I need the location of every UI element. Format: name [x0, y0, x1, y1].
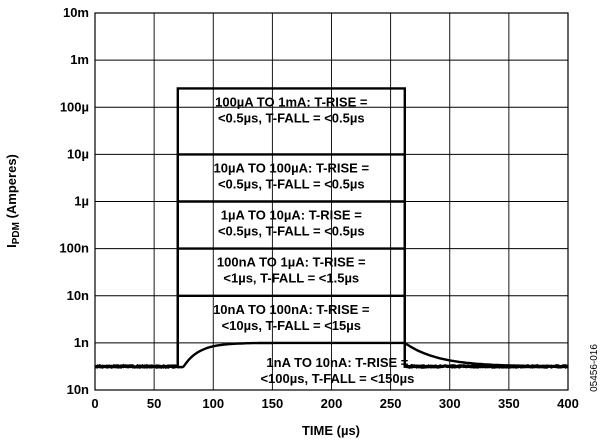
- series-annotation: <1µs, T-FALL = <1.5µs: [223, 271, 359, 286]
- y-tick-label: 100n: [59, 241, 89, 256]
- series-annotation: 10nA TO 100nA: T-RISE =: [213, 302, 370, 317]
- x-tick-label: 250: [380, 396, 402, 411]
- x-tick-label: 400: [557, 396, 579, 411]
- x-tick-labels: 0 50 100 150 200 250 300 350 400: [91, 396, 578, 411]
- x-tick-label: 300: [439, 396, 461, 411]
- series-trace: [94, 341, 568, 370]
- y-axis-label-base: I: [4, 244, 19, 248]
- x-tick-label: 50: [147, 396, 161, 411]
- x-tick-label: 100: [202, 396, 224, 411]
- series-annotation: 10µA TO 100µA: T-RISE =: [214, 160, 370, 175]
- x-tick-label: 0: [91, 396, 98, 411]
- series-annotation: <10µs, T-FALL = <15µs: [222, 318, 361, 333]
- y-tick-label: 10µ: [67, 146, 89, 161]
- series-annotation: 1µA TO 10µA: T-RISE =: [221, 208, 362, 223]
- y-tick-label: 1µ: [74, 194, 89, 209]
- series-annotation: <0.5µs, T-FALL = <0.5µs: [218, 224, 365, 239]
- figure-id: 05456-016: [589, 344, 600, 392]
- series-annotation: <100µs, T-FALL = <150µs: [260, 371, 414, 386]
- y-tick-label: 10n: [67, 288, 89, 303]
- series-annotation: <0.5µs, T-FALL = <0.5µs: [218, 176, 365, 191]
- y-axis-label: IPDM (Amperes): [4, 154, 22, 248]
- y-tick-label: 1n: [74, 335, 89, 350]
- x-tick-label: 150: [262, 396, 284, 411]
- x-tick-label: 200: [321, 396, 343, 411]
- y-tick-label: 10m: [63, 5, 89, 20]
- annotations: 100µA TO 1mA: T-RISE =<0.5µs, T-FALL = <…: [213, 94, 414, 385]
- y-tick-labels: 10n 1n 10n 100n 1µ 10µ 100µ 1m 10m: [59, 5, 89, 397]
- y-axis-label-rest: (Amperes): [4, 154, 19, 222]
- y-tick-label: 1m: [70, 52, 89, 67]
- y-tick-label: 100µ: [60, 99, 89, 114]
- series-annotation: <0.5µs, T-FALL = <0.5µs: [218, 110, 365, 125]
- x-tick-label: 350: [498, 396, 520, 411]
- series-annotation: 100nA TO 1µA: T-RISE =: [217, 255, 366, 270]
- y-tick-label: 10n: [67, 382, 89, 397]
- series-annotation: 100µA TO 1mA: T-RISE =: [215, 94, 368, 109]
- x-axis-label: TIME (µs): [302, 423, 360, 438]
- series-annotation: 1nA TO 10nA: T-RISE =: [266, 355, 408, 370]
- traces: [94, 87, 569, 370]
- y-axis-label-subscript: PDM: [11, 222, 22, 244]
- plot-frame: [94, 12, 569, 391]
